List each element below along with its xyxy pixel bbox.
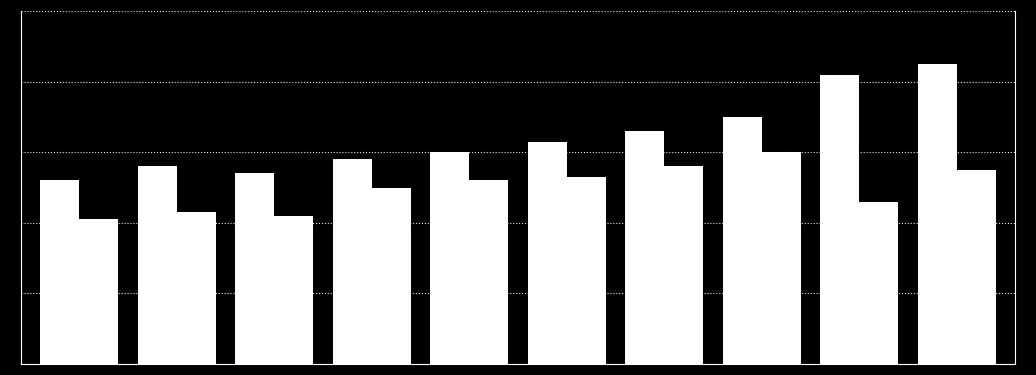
Bar (138, 166, 177, 364)
Bar (821, 75, 859, 364)
Bar (918, 64, 957, 364)
Bar (567, 177, 606, 364)
Bar (527, 142, 567, 364)
Bar (430, 152, 469, 364)
Bar (275, 216, 313, 364)
Bar (79, 219, 118, 364)
Bar (40, 180, 79, 364)
Bar (859, 202, 898, 364)
Bar (626, 131, 664, 364)
Bar (235, 173, 275, 364)
Bar (723, 117, 761, 364)
Bar (469, 180, 509, 364)
Bar (372, 188, 410, 364)
Bar (664, 166, 703, 364)
Bar (333, 159, 372, 364)
Bar (957, 170, 996, 364)
Bar (177, 212, 215, 364)
Bar (761, 152, 801, 364)
